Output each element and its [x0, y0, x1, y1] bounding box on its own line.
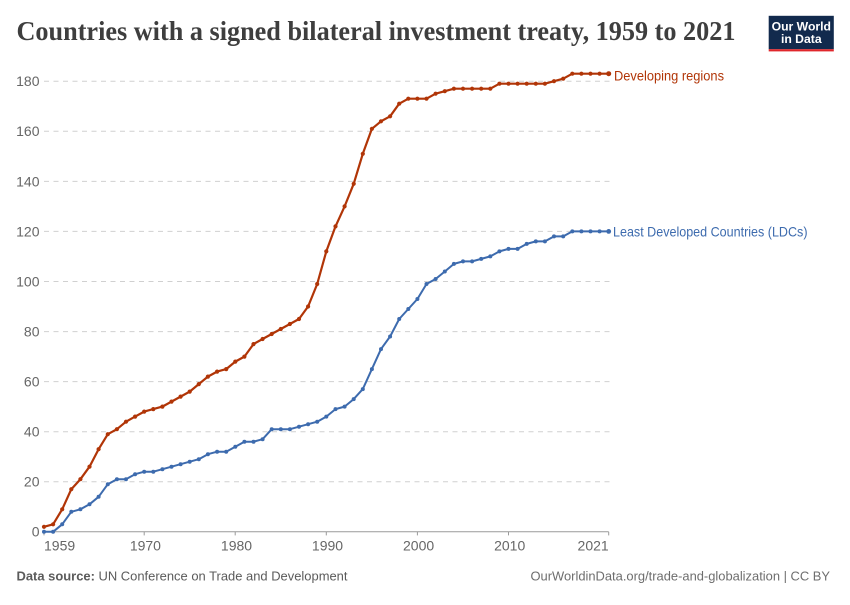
svg-text:160: 160	[16, 123, 40, 139]
svg-text:40: 40	[24, 424, 40, 440]
svg-text:1980: 1980	[221, 538, 252, 554]
svg-text:0: 0	[32, 524, 40, 540]
svg-text:Least Developed Countries (LDC: Least Developed Countries (LDCs)	[613, 224, 808, 240]
svg-text:180: 180	[16, 73, 40, 89]
svg-text:Data source: UN Conference on: Data source: UN Conference on Trade and …	[17, 569, 348, 584]
svg-text:60: 60	[24, 374, 40, 390]
svg-text:20: 20	[24, 474, 40, 490]
svg-text:2000: 2000	[403, 538, 434, 554]
svg-text:120: 120	[16, 223, 40, 239]
svg-text:Countries with a signed bilate: Countries with a signed bilateral invest…	[17, 16, 736, 46]
svg-text:Developing regions: Developing regions	[614, 67, 724, 83]
svg-text:in Data: in Data	[781, 32, 822, 46]
svg-text:2021: 2021	[578, 538, 609, 554]
svg-text:1959: 1959	[44, 538, 75, 554]
svg-text:100: 100	[16, 273, 40, 289]
svg-text:1970: 1970	[130, 538, 161, 554]
svg-text:140: 140	[16, 173, 40, 189]
svg-text:Our World: Our World	[772, 20, 831, 34]
svg-text:1990: 1990	[312, 538, 343, 554]
svg-text:80: 80	[24, 324, 40, 340]
svg-text:OurWorldinData.org/trade-and-g: OurWorldinData.org/trade-and-globalizati…	[531, 569, 831, 584]
svg-text:2010: 2010	[494, 538, 525, 554]
